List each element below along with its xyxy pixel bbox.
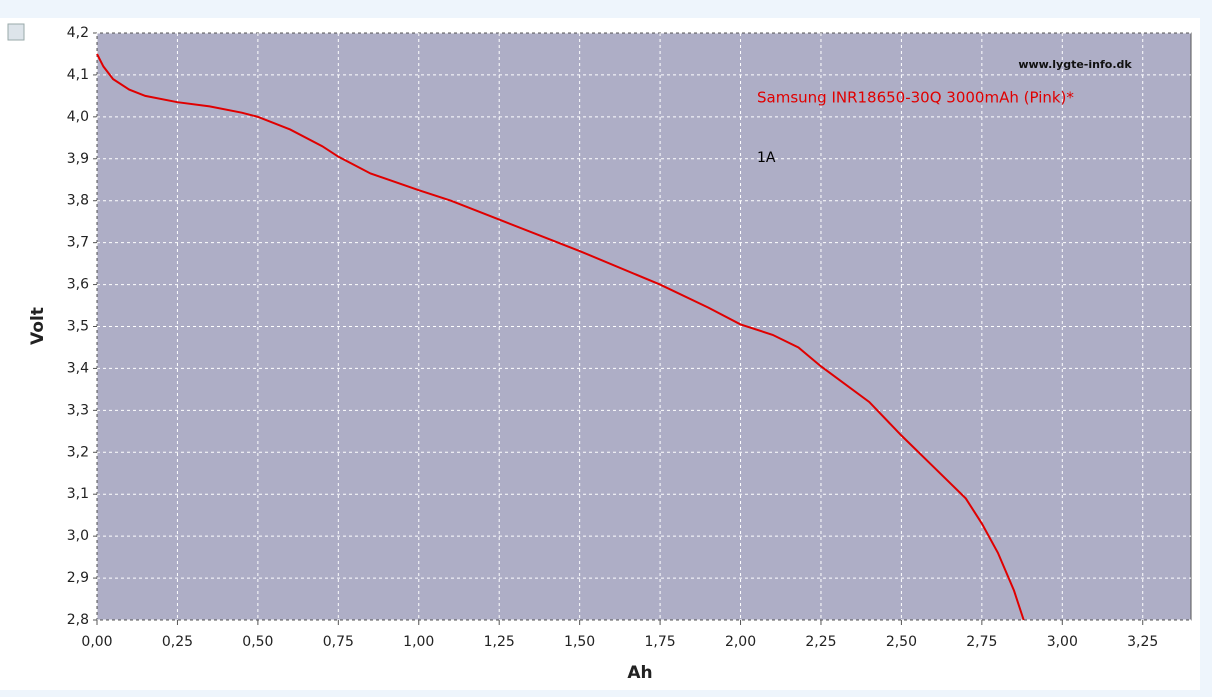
x-tick-label: 2,00 bbox=[725, 634, 756, 650]
x-tick-label: 1,75 bbox=[645, 634, 676, 650]
y-tick-label: 3,8 bbox=[67, 193, 89, 209]
x-tick-label: 2,75 bbox=[966, 634, 997, 650]
x-tick-label: 1,00 bbox=[403, 634, 434, 650]
y-tick-label: 3,6 bbox=[67, 277, 89, 293]
x-tick-label: 3,00 bbox=[1047, 634, 1078, 650]
y-tick-label: 4,2 bbox=[67, 25, 89, 41]
x-tick-label: 1,50 bbox=[564, 634, 595, 650]
y-tick-label: 3,9 bbox=[67, 151, 89, 167]
y-tick-label: 3,2 bbox=[67, 444, 89, 460]
annotation: 1A bbox=[757, 150, 776, 166]
x-axis-label: Ah bbox=[627, 663, 652, 683]
y-tick-label: 3,3 bbox=[67, 402, 89, 418]
y-tick-label: 3,1 bbox=[67, 486, 89, 502]
broken-image-icon bbox=[7, 23, 25, 41]
y-tick-label: 3,5 bbox=[67, 319, 89, 335]
y-tick-label: 4,0 bbox=[67, 109, 89, 125]
y-tick-label: 2,9 bbox=[67, 570, 89, 586]
x-tick-label: 0,75 bbox=[323, 634, 354, 650]
y-axis-label: Volt bbox=[28, 307, 48, 345]
x-tick-label: 3,25 bbox=[1127, 634, 1158, 650]
x-tick-label: 1,25 bbox=[484, 634, 515, 650]
x-tick-label: 2,50 bbox=[886, 634, 917, 650]
y-tick-label: 3,7 bbox=[67, 235, 89, 251]
y-tick-label: 3,4 bbox=[67, 360, 89, 376]
data-line bbox=[96, 53, 1025, 621]
annotation: www.lygte-info.dk bbox=[1018, 58, 1132, 71]
annotation: Samsung INR18650-30Q 3000mAh (Pink)* bbox=[757, 89, 1074, 107]
x-tick-label: 2,25 bbox=[805, 634, 836, 650]
y-tick-label: 4,1 bbox=[67, 67, 89, 83]
x-tick-label: 0,50 bbox=[242, 634, 273, 650]
y-tick-label: 2,8 bbox=[67, 612, 89, 628]
x-tick-label: 0,00 bbox=[81, 634, 112, 650]
y-tick-label: 3,0 bbox=[67, 528, 89, 544]
x-tick-label: 0,25 bbox=[162, 634, 193, 650]
